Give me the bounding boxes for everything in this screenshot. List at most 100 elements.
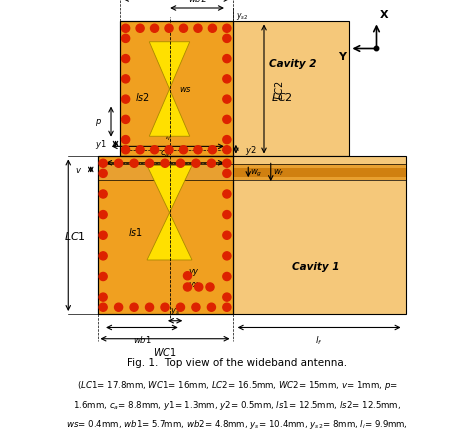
Circle shape	[176, 160, 184, 168]
Circle shape	[99, 170, 107, 178]
Polygon shape	[147, 213, 192, 260]
Circle shape	[223, 146, 231, 155]
Circle shape	[223, 25, 231, 33]
Bar	[233, 157, 406, 314]
Text: $vy$: $vy$	[188, 266, 200, 277]
Bar	[98, 157, 233, 314]
Text: $p$: $p$	[95, 117, 102, 128]
Text: $vx$: $vx$	[188, 279, 200, 289]
Text: $y1$: $y1$	[95, 138, 107, 151]
Circle shape	[192, 304, 200, 311]
Text: $WC1$: $WC1$	[153, 346, 177, 358]
Text: $l_f$: $l_f$	[315, 333, 323, 346]
Bar	[120, 22, 233, 157]
Circle shape	[223, 232, 231, 240]
Circle shape	[136, 146, 144, 155]
Circle shape	[180, 25, 188, 33]
Circle shape	[183, 283, 191, 291]
Circle shape	[223, 116, 231, 124]
Text: $w_f$: $w_f$	[273, 168, 285, 178]
Circle shape	[223, 304, 231, 311]
Circle shape	[207, 304, 216, 311]
Polygon shape	[149, 90, 190, 137]
Text: $LC1$: $LC1$	[64, 230, 86, 242]
Text: $y_{s2}$: $y_{s2}$	[236, 11, 248, 22]
Text: $l_f$= 12mm, $w_g$= 2.42mm, $w_f$= 4.82mm, $vx$= 4mm, $vy$= 5mm): $l_f$= 12mm, $w_g$= 2.42mm, $w_f$= 4.82m…	[104, 436, 370, 438]
Circle shape	[115, 160, 123, 168]
Text: Cavity 1: Cavity 1	[292, 261, 339, 272]
Circle shape	[195, 283, 203, 291]
Circle shape	[122, 25, 130, 33]
Circle shape	[183, 272, 191, 280]
Circle shape	[223, 273, 231, 281]
Text: $c_a$: $c_a$	[160, 148, 170, 158]
Text: $l_i$: $l_i$	[164, 130, 171, 142]
Bar	[120, 22, 233, 157]
Circle shape	[122, 96, 130, 104]
Circle shape	[374, 47, 379, 52]
Circle shape	[223, 293, 231, 301]
Text: 1.6mm, $c_a$= 8.8mm, $y1$= 1.3mm, $y2$= 0.5mm, $ls1$= 12.5mm, $ls2$= 12.5mm,: 1.6mm, $c_a$= 8.8mm, $y1$= 1.3mm, $y2$= …	[73, 398, 401, 411]
Circle shape	[223, 211, 231, 219]
Text: Cavity 2: Cavity 2	[270, 60, 317, 69]
Circle shape	[99, 232, 107, 240]
Circle shape	[161, 304, 169, 311]
Circle shape	[223, 56, 231, 64]
Text: X: X	[380, 10, 389, 20]
Text: $w_g$: $w_g$	[250, 167, 263, 178]
Circle shape	[223, 191, 231, 198]
Circle shape	[151, 146, 159, 155]
Text: $wb2$: $wb2$	[188, 0, 206, 4]
Circle shape	[209, 25, 217, 33]
Bar	[98, 157, 233, 314]
Circle shape	[99, 252, 107, 260]
Circle shape	[176, 304, 184, 311]
Bar	[98, 165, 406, 181]
Text: $LC2$: $LC2$	[273, 80, 285, 99]
Circle shape	[146, 304, 154, 311]
Circle shape	[223, 96, 231, 104]
Circle shape	[194, 146, 202, 155]
Circle shape	[223, 136, 231, 145]
Circle shape	[146, 160, 154, 168]
Polygon shape	[149, 42, 190, 90]
Circle shape	[122, 146, 130, 155]
Circle shape	[99, 160, 107, 168]
Circle shape	[223, 35, 231, 43]
Text: $y_s$: $y_s$	[170, 306, 180, 317]
Bar	[233, 168, 406, 177]
Circle shape	[192, 160, 200, 168]
Circle shape	[99, 211, 107, 219]
Polygon shape	[147, 166, 192, 213]
Circle shape	[130, 304, 138, 311]
Circle shape	[136, 25, 144, 33]
Circle shape	[151, 25, 159, 33]
Circle shape	[122, 56, 130, 64]
Text: $ws$= 0.4mm, $wb1$= 5.7mm, $wb2$= 4.8mm, $y_s$= 10.4mm, $y_{s2}$= 8mm, $l_i$= 9.: $ws$= 0.4mm, $wb1$= 5.7mm, $wb2$= 4.8mm,…	[66, 417, 408, 430]
Circle shape	[130, 160, 138, 168]
Text: $ls2$: $ls2$	[135, 91, 150, 103]
Circle shape	[122, 76, 130, 84]
Circle shape	[99, 191, 107, 198]
Circle shape	[99, 304, 107, 311]
Circle shape	[165, 146, 173, 155]
Bar	[233, 22, 349, 157]
Circle shape	[122, 116, 130, 124]
Text: Y: Y	[338, 52, 346, 62]
Circle shape	[180, 146, 188, 155]
Circle shape	[223, 170, 231, 178]
Text: ($LC1$= 17.8mm, $WC1$= 16mm, $LC2$= 16.5mm, $WC2$= 15mm, $v$= 1mm, $p$=: ($LC1$= 17.8mm, $WC1$= 16mm, $LC2$= 16.5…	[77, 378, 397, 392]
Circle shape	[223, 160, 231, 168]
Circle shape	[122, 136, 130, 145]
Circle shape	[115, 304, 123, 311]
Circle shape	[223, 252, 231, 260]
Circle shape	[206, 283, 214, 291]
Text: $ls1$: $ls1$	[128, 226, 143, 238]
Circle shape	[99, 273, 107, 281]
Circle shape	[165, 25, 173, 33]
Circle shape	[223, 76, 231, 84]
Circle shape	[161, 160, 169, 168]
Circle shape	[194, 25, 202, 33]
Text: $wb1$: $wb1$	[133, 333, 151, 344]
Text: $ws$: $ws$	[179, 85, 191, 94]
